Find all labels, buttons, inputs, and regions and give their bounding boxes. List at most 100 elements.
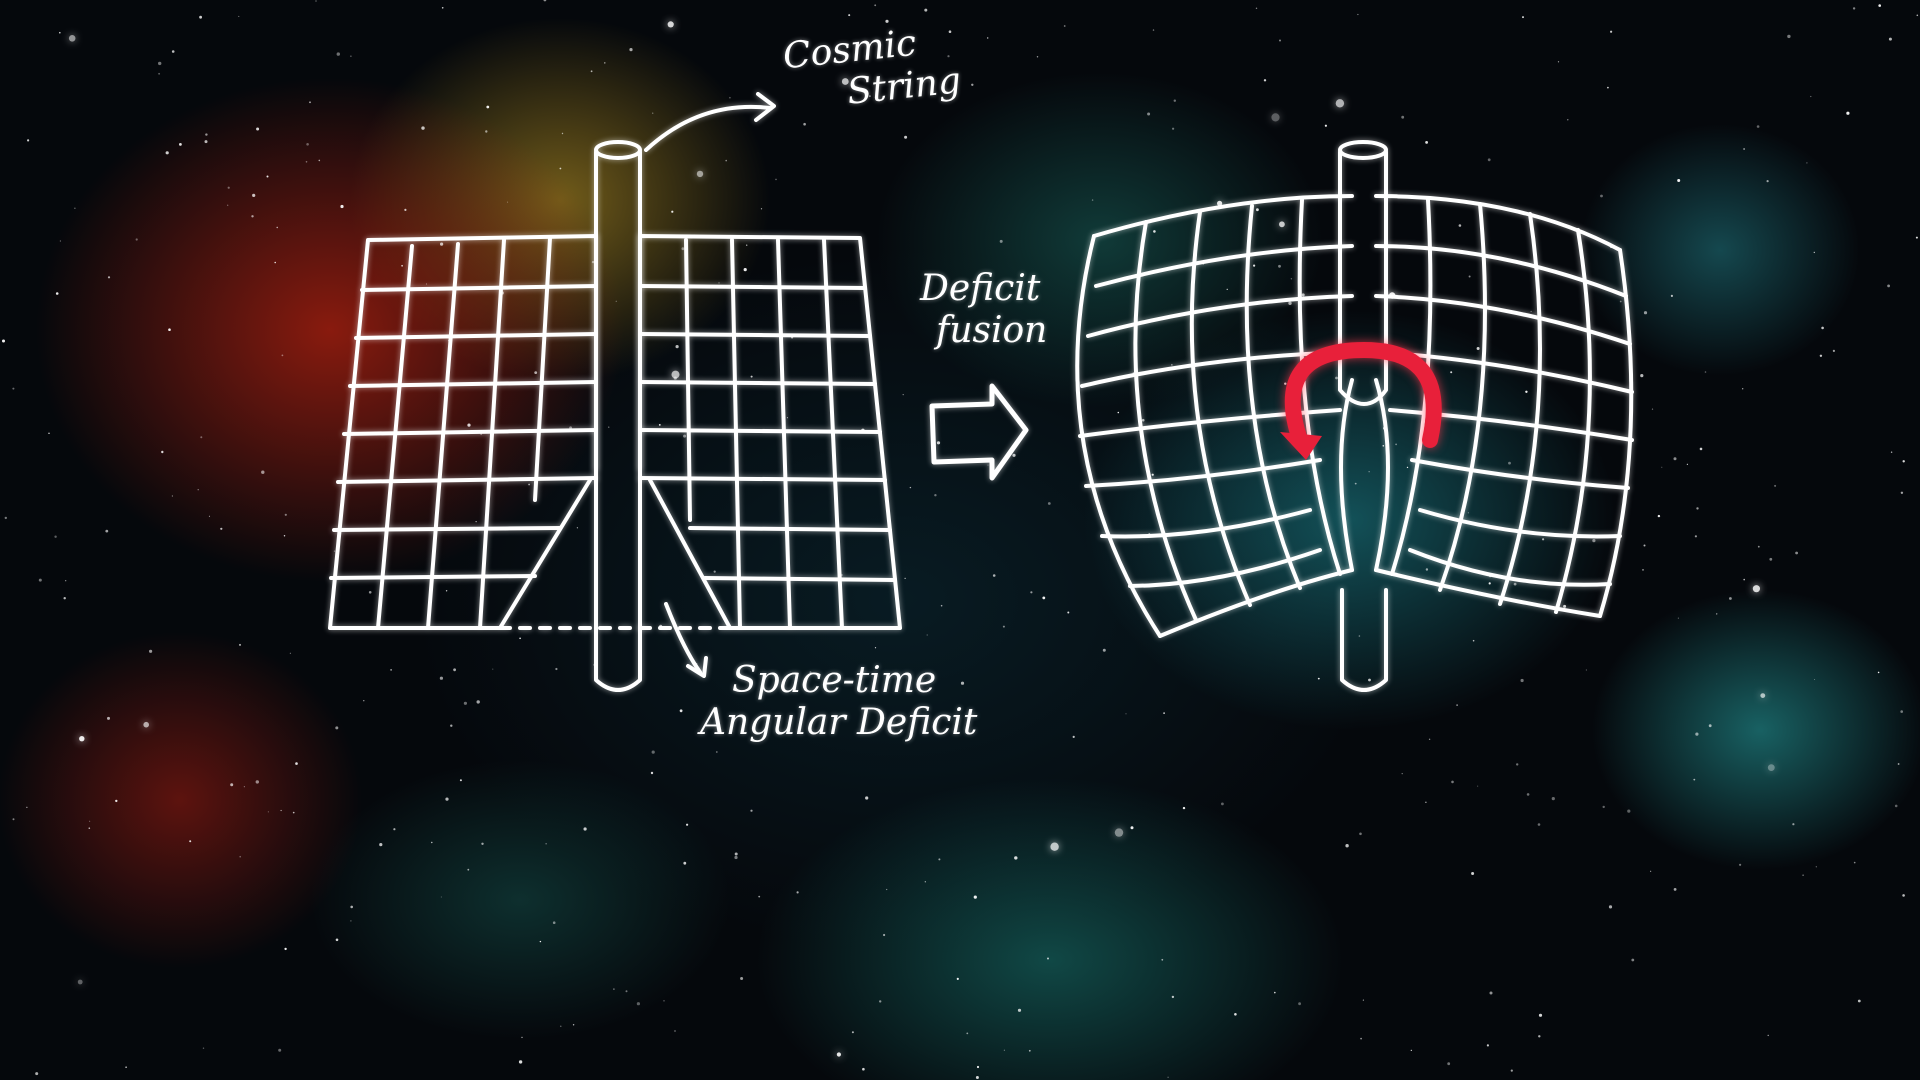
star [1640, 374, 1644, 378]
star [1171, 364, 1173, 366]
star [947, 55, 950, 58]
star [1795, 551, 1798, 555]
star [851, 1031, 854, 1034]
star [671, 370, 680, 379]
angular-deficit-pointer [664, 602, 708, 678]
star [1288, 301, 1292, 305]
star [350, 55, 352, 57]
star [333, 550, 336, 552]
star [1467, 512, 1469, 514]
star [189, 840, 192, 843]
star [1047, 502, 1051, 505]
star [68, 35, 76, 42]
star [1708, 724, 1712, 728]
star [572, 1024, 575, 1026]
star [1458, 224, 1462, 227]
star [1335, 99, 1345, 108]
star [1141, 418, 1145, 422]
star [934, 494, 937, 497]
star [590, 70, 593, 73]
star [604, 62, 606, 64]
star [274, 261, 277, 264]
star [1279, 221, 1285, 228]
star [583, 827, 587, 831]
star [77, 979, 83, 985]
star [1530, 310, 1532, 312]
star [519, 637, 521, 640]
star [1274, 991, 1276, 994]
star [1631, 958, 1635, 962]
star [1152, 29, 1155, 31]
star [1900, 710, 1903, 713]
star [1704, 371, 1707, 373]
star [54, 535, 57, 538]
star [576, 527, 579, 529]
star [4, 516, 8, 520]
star [161, 450, 164, 454]
star [869, 95, 871, 97]
star [35, 1072, 39, 1076]
star [841, 78, 849, 85]
star [251, 215, 254, 218]
star [1368, 678, 1371, 682]
curved-spacetime-grid [1075, 194, 1634, 638]
star [613, 988, 615, 990]
star [696, 170, 704, 178]
star [485, 130, 488, 133]
star [350, 905, 354, 909]
star [135, 238, 138, 241]
star [971, 83, 974, 87]
star [1525, 390, 1528, 393]
star [734, 855, 738, 860]
star [292, 811, 295, 814]
star [1729, 597, 1732, 600]
star [243, 786, 245, 788]
star [1217, 200, 1223, 206]
star [305, 161, 308, 163]
star [440, 242, 444, 246]
star [674, 1030, 676, 1032]
star [450, 724, 453, 727]
star [1130, 826, 1134, 830]
arrow-right-icon [929, 383, 1029, 481]
star [1743, 148, 1745, 150]
star [940, 604, 943, 607]
star [1742, 388, 1744, 390]
star [1767, 764, 1775, 771]
star [750, 375, 753, 378]
star [1279, 39, 1281, 42]
star [1450, 371, 1453, 374]
star [1410, 1049, 1412, 1051]
star [1401, 115, 1405, 119]
star [803, 122, 806, 126]
star [1456, 704, 1458, 706]
star [1476, 347, 1480, 350]
star [885, 19, 889, 23]
star [1821, 326, 1824, 330]
star [1253, 264, 1256, 267]
star [1072, 735, 1075, 739]
star [671, 210, 674, 213]
star [960, 681, 965, 685]
star [267, 811, 269, 813]
star [725, 159, 727, 162]
star [1425, 801, 1427, 803]
star [555, 667, 558, 671]
star [1694, 535, 1697, 538]
star [1670, 294, 1673, 297]
star [59, 240, 61, 242]
star [475, 521, 477, 523]
star [625, 990, 628, 993]
star [315, 0, 317, 2]
star [1335, 376, 1338, 380]
star [1263, 79, 1267, 82]
star [746, 244, 748, 246]
deficit-fusion-label-line1: Deficit [920, 268, 1041, 309]
star [1401, 773, 1403, 775]
star [149, 649, 153, 653]
star [1234, 1013, 1237, 1016]
star [107, 276, 111, 279]
star [350, 920, 352, 922]
